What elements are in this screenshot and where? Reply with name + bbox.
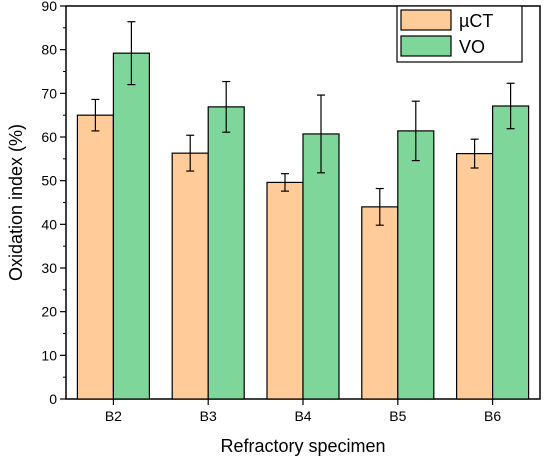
bar-uct-b5: [361, 206, 399, 400]
bar-uct-b6: [456, 152, 494, 400]
y-tick-label: 30: [41, 260, 57, 276]
y-tick-label: 40: [41, 216, 57, 232]
x-axis-title: Refractory specimen: [220, 436, 385, 456]
y-tick-label: 10: [41, 347, 57, 363]
legend: µCT VO: [396, 5, 523, 63]
bar-vo-b5: [397, 130, 435, 400]
y-axis: 0 10 20 30 40 50 60 70 80 90: [41, 0, 66, 407]
bar-vo-b2: [112, 52, 151, 400]
legend-label-uct: µCT: [459, 11, 493, 31]
y-tick-label: 80: [41, 42, 57, 58]
y-tick-label: 70: [41, 85, 57, 101]
legend-swatch-uct: [400, 9, 452, 31]
y-tick-label: 0: [49, 391, 57, 407]
bar-uct-b4: [266, 181, 304, 400]
bar-uct-b2: [76, 114, 115, 400]
y-axis-title: Oxidation index (%): [6, 124, 26, 281]
x-axis: B2 B3 B4 B5 B6: [105, 399, 501, 424]
x-tick-label: B5: [389, 408, 406, 424]
error-bars: [91, 21, 515, 226]
x-tick-label: B2: [105, 408, 122, 424]
x-tick-label: B6: [484, 408, 501, 424]
bar-vo-b4: [302, 133, 340, 400]
legend-swatch-vo: [400, 35, 452, 57]
y-tick-label: 60: [41, 129, 57, 145]
bar-vo-b6: [492, 105, 530, 400]
x-tick-label: B4: [294, 408, 311, 424]
y-tick-label: 50: [41, 173, 57, 189]
bar-uct-b3: [171, 152, 209, 400]
y-tick-label: 20: [41, 304, 57, 320]
y-tick-label: 90: [41, 0, 57, 14]
x-tick-label: B3: [200, 408, 217, 424]
legend-label-vo: VO: [459, 37, 485, 57]
bars: [76, 52, 530, 400]
bar-vo-b3: [207, 106, 245, 400]
